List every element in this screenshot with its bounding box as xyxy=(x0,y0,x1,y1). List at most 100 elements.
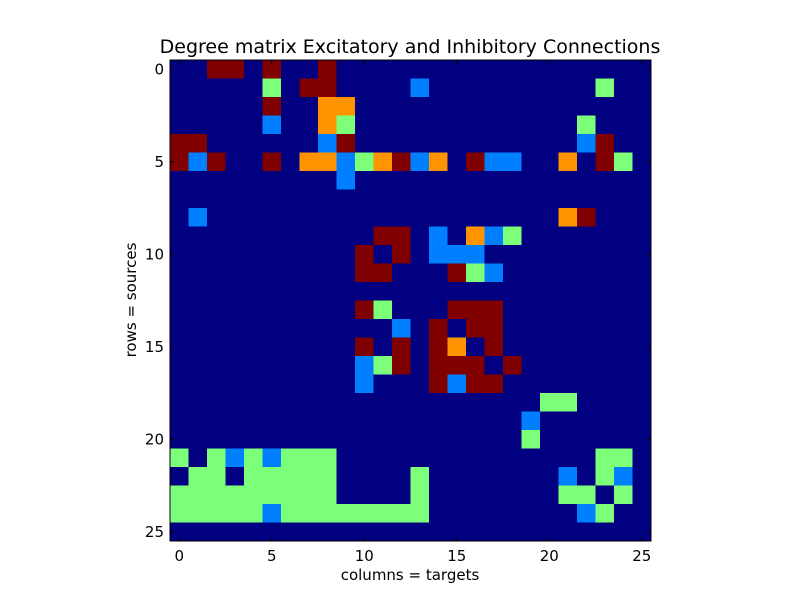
heatmap-cell xyxy=(410,356,430,375)
heatmap-cell xyxy=(188,226,208,246)
heatmap-cell xyxy=(466,356,485,375)
heatmap-cell xyxy=(503,60,522,79)
heatmap-cell xyxy=(336,485,356,505)
heatmap-cell xyxy=(281,60,300,79)
heatmap-cell xyxy=(207,504,226,523)
heatmap-cell xyxy=(262,337,282,357)
heatmap-cell xyxy=(540,300,559,320)
heatmap-cell xyxy=(244,356,263,375)
heatmap-cell xyxy=(225,78,245,98)
heatmap-cell xyxy=(262,374,282,394)
heatmap-cell xyxy=(373,430,393,449)
heatmap-cell xyxy=(318,134,337,153)
heatmap-cell xyxy=(262,282,282,301)
heatmap-cell xyxy=(355,467,374,486)
heatmap-cell xyxy=(188,356,208,375)
heatmap-cell xyxy=(373,504,393,523)
heatmap-cell xyxy=(207,337,226,357)
heatmap-cell xyxy=(410,60,430,79)
heatmap-cell xyxy=(577,319,596,338)
heatmap-cell xyxy=(484,208,504,227)
heatmap-cell xyxy=(503,134,522,153)
y-tick-label: 10 xyxy=(145,245,164,263)
heatmap-cell xyxy=(318,374,337,394)
heatmap-cell xyxy=(373,245,393,264)
y-tick-label: 5 xyxy=(154,153,164,171)
heatmap-cell xyxy=(299,189,319,209)
heatmap-cell xyxy=(355,134,374,153)
heatmap-cell xyxy=(484,245,504,264)
heatmap-cell xyxy=(503,504,522,523)
heatmap-cell xyxy=(429,134,448,153)
heatmap-cell xyxy=(484,300,504,320)
heatmap-cell xyxy=(207,245,226,264)
heatmap-cell xyxy=(429,430,448,449)
heatmap-cell xyxy=(540,226,559,246)
heatmap-cell xyxy=(410,467,430,486)
heatmap-cell xyxy=(614,411,633,431)
x-axis-ticks: 0 5 10 15 20 25 xyxy=(174,60,651,565)
heatmap-cell xyxy=(558,152,578,172)
heatmap-cell xyxy=(558,300,578,320)
heatmap-cell xyxy=(484,78,504,98)
heatmap-cell xyxy=(336,115,356,135)
heatmap-cell xyxy=(281,374,300,394)
heatmap-cell xyxy=(632,411,652,431)
heatmap-cell xyxy=(281,134,300,153)
heatmap-cell xyxy=(373,134,393,153)
heatmap-cell xyxy=(392,448,411,468)
heatmap-cell xyxy=(595,504,615,523)
heatmap-cell xyxy=(429,78,448,98)
heatmap-cell xyxy=(225,171,245,190)
heatmap-cell xyxy=(225,430,245,449)
heatmap-cell xyxy=(595,467,615,486)
heatmap-cell xyxy=(225,522,245,542)
x-tick-label: 15 xyxy=(447,547,466,565)
heatmap-cell xyxy=(299,337,319,357)
heatmap-cell xyxy=(558,522,578,542)
heatmap-cell xyxy=(299,208,319,227)
heatmap-cell xyxy=(318,152,337,172)
heatmap-cell xyxy=(447,152,467,172)
heatmap-cell xyxy=(540,393,559,412)
heatmap-cell xyxy=(244,226,263,246)
heatmap-cell xyxy=(429,226,448,246)
heatmap-cell xyxy=(484,504,504,523)
heatmap-cell xyxy=(595,319,615,338)
heatmap-cell xyxy=(225,374,245,394)
heatmap-cell xyxy=(632,60,652,79)
heatmap-cell xyxy=(188,504,208,523)
heatmap-cell xyxy=(521,300,541,320)
heatmap-cell xyxy=(447,245,467,264)
heatmap-cell xyxy=(521,282,541,301)
heatmap-cell xyxy=(429,448,448,468)
heatmap-cell xyxy=(281,226,300,246)
heatmap-cell xyxy=(336,208,356,227)
heatmap-cell xyxy=(521,319,541,338)
heatmap-cell xyxy=(484,282,504,301)
heatmap-cell xyxy=(373,282,393,301)
heatmap-cell xyxy=(207,430,226,449)
heatmap-cell xyxy=(355,152,374,172)
heatmap-cell xyxy=(355,300,374,320)
heatmap-cell xyxy=(392,393,411,412)
heatmap-cell xyxy=(188,319,208,338)
heatmap-cell xyxy=(392,411,411,431)
heatmap-cell xyxy=(540,171,559,190)
heatmap-cell xyxy=(503,226,522,246)
heatmap-cell xyxy=(336,448,356,468)
heatmap-cell xyxy=(577,337,596,357)
x-tick-label: 5 xyxy=(267,547,277,565)
heatmap-cell xyxy=(318,97,337,116)
heatmap-cell xyxy=(188,282,208,301)
heatmap-cell xyxy=(281,430,300,449)
heatmap-cell xyxy=(225,208,245,227)
heatmap-cell xyxy=(225,97,245,116)
heatmap-cell xyxy=(225,189,245,209)
heatmap-cell xyxy=(503,171,522,190)
heatmap-cell xyxy=(466,319,485,338)
heatmap-cell xyxy=(336,504,356,523)
heatmap-cell xyxy=(225,152,245,172)
heatmap-cell xyxy=(558,319,578,338)
heatmap-cell xyxy=(632,319,652,338)
